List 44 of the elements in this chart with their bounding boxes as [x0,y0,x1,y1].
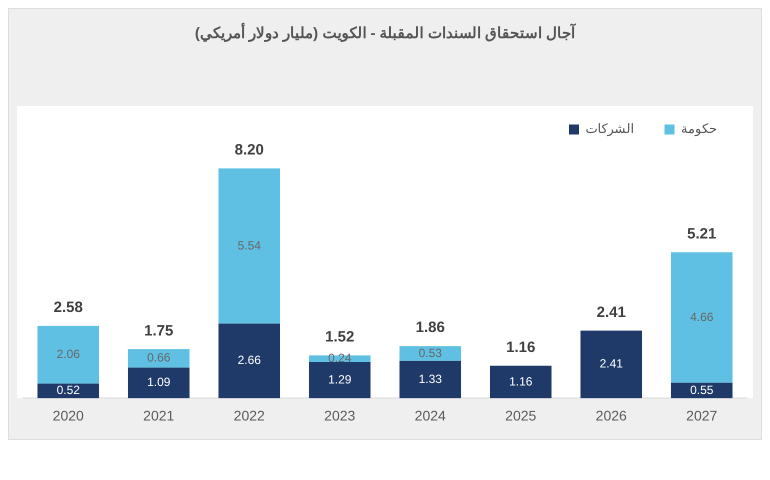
bar [670,252,733,383]
data-label: 1.16 [509,374,533,388]
total-label: 5.21 [687,225,716,242]
bar [218,324,280,398]
bar [399,346,462,361]
bar [399,360,462,398]
total-label: 1.52 [325,328,354,346]
total-label: 2.41 [596,304,626,321]
bar [308,362,371,398]
legend-label: الشركات [586,121,634,138]
data-label: 0.53 [418,346,442,360]
data-label: 0.55 [690,382,714,397]
total-label: 1.86 [416,319,445,336]
data-label: 4.66 [690,310,714,324]
legend-label: حكومة [681,121,717,138]
bar [128,349,190,368]
bar [218,168,280,324]
x-tick-label: 2020 [52,407,84,424]
x-tick-label: 2022 [234,407,266,424]
data-label: 0.52 [56,383,80,398]
total-label: 8.20 [234,142,264,159]
data-label: 5.54 [238,238,262,252]
data-label: 1.09 [147,375,171,390]
bar [128,368,190,398]
data-label: 2.66 [238,353,262,368]
x-tick-label: 2025 [505,407,537,424]
x-tick-label: 2023 [324,407,356,424]
chart-title: آجال استحقاق السندات المقبلة - الكويت (مليار دولار أمريكي) [194,22,578,44]
x-tick-label: 2026 [596,407,628,424]
total-label: 2.58 [54,299,83,316]
x-tick-label: 2021 [143,407,175,424]
x-tick-label: 2027 [686,407,718,424]
data-label: 1.29 [328,372,352,386]
data-label: 2.41 [600,356,624,371]
bar [37,326,100,384]
data-label: 2.06 [56,347,80,362]
bar [490,366,552,398]
data-label: 0.66 [147,350,171,365]
data-label: 0.24 [328,351,352,365]
x-tick-label: 2024 [414,407,446,424]
total-label: 1.16 [506,338,536,356]
data-label: 1.33 [418,372,442,386]
total-label: 1.75 [144,322,174,340]
bar [580,330,642,398]
